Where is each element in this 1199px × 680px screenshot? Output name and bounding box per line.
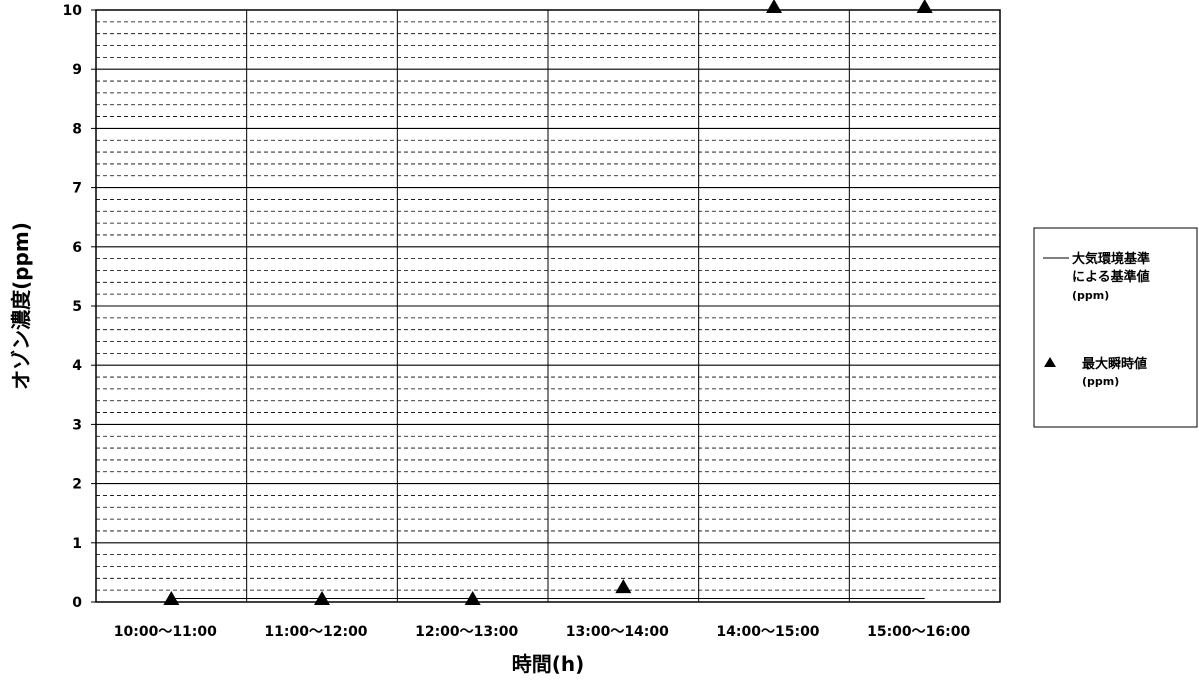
y-tick-label: 1 — [72, 536, 82, 552]
legend-label-standard: 大気環境基準 — [1072, 251, 1150, 267]
x-axis-title: 時間(h) — [512, 652, 585, 676]
y-tick-label: 9 — [72, 62, 82, 78]
max-instant-value-point — [314, 591, 330, 605]
y-tick-label: 7 — [72, 181, 82, 197]
max-instant-value-point — [766, 0, 782, 13]
series-layer — [163, 0, 933, 605]
x-tick-label: 11:00～12:00 — [264, 624, 367, 640]
legend-label-max: 最大瞬時値 — [1082, 356, 1147, 372]
y-tick-label: 2 — [72, 477, 82, 493]
max-instant-value-point — [916, 0, 933, 13]
y-tick-label: 0 — [72, 595, 82, 611]
legend-label-max: (ppm) — [1082, 375, 1119, 388]
y-tick-label: 6 — [72, 240, 82, 256]
y-tick-label: 10 — [63, 3, 83, 19]
grid-lines — [96, 10, 1000, 602]
max-instant-value-point — [615, 579, 632, 594]
y-tick-label: 8 — [72, 121, 82, 137]
y-axis-title: オゾン濃度(ppm) — [9, 222, 33, 390]
x-tick-label: 12:00～13:00 — [415, 624, 518, 640]
y-tick-label: 3 — [72, 417, 82, 433]
y-axis-ticks: 0 1 2 3 4 5 6 7 8 9 10 — [63, 3, 96, 611]
x-axis-ticks: 10:00～11:00 11:00～12:00 12:00～13:00 13:00～1… — [114, 624, 971, 640]
legend-label-standard: (ppm) — [1072, 289, 1109, 302]
x-tick-label: 15:00～16:00 — [867, 624, 970, 640]
max-instant-value-point — [464, 591, 481, 605]
legend-triangle-symbol — [1044, 357, 1056, 367]
x-tick-label: 10:00～11:00 — [114, 624, 217, 640]
legend-label-standard: による基準値 — [1072, 269, 1150, 285]
y-tick-label: 4 — [72, 358, 82, 374]
x-tick-label: 14:00～15:00 — [716, 624, 819, 640]
y-tick-label: 5 — [72, 299, 82, 315]
legend-box — [1033, 227, 1198, 428]
max-instant-value-point — [163, 591, 180, 605]
x-tick-label: 13:00～14:00 — [566, 624, 669, 640]
